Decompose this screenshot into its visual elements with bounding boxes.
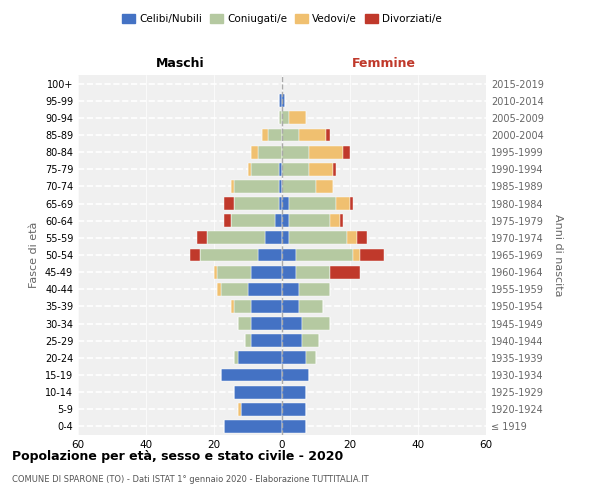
- Bar: [360, 248, 384, 262]
- Bar: [309, 163, 333, 175]
- Bar: [296, 248, 353, 262]
- Bar: [282, 368, 309, 382]
- Bar: [221, 283, 248, 296]
- Bar: [306, 352, 316, 364]
- Bar: [258, 146, 282, 158]
- Bar: [217, 283, 221, 296]
- Bar: [340, 214, 343, 227]
- Bar: [282, 386, 306, 398]
- Bar: [282, 128, 299, 141]
- Bar: [329, 214, 340, 227]
- Bar: [316, 180, 333, 193]
- Bar: [224, 197, 235, 210]
- Bar: [326, 128, 329, 141]
- Bar: [275, 214, 282, 227]
- Bar: [282, 94, 286, 107]
- Bar: [282, 266, 296, 278]
- Bar: [251, 317, 282, 330]
- Bar: [278, 180, 282, 193]
- Bar: [357, 232, 367, 244]
- Bar: [282, 420, 306, 433]
- Bar: [299, 283, 329, 296]
- Text: Popolazione per età, sesso e stato civile - 2020: Popolazione per età, sesso e stato civil…: [12, 450, 343, 463]
- Bar: [289, 197, 337, 210]
- Bar: [231, 300, 235, 313]
- Bar: [282, 283, 299, 296]
- Y-axis label: Anni di nascita: Anni di nascita: [553, 214, 563, 296]
- Bar: [282, 248, 296, 262]
- Bar: [282, 180, 316, 193]
- Text: Maschi: Maschi: [155, 57, 205, 70]
- Bar: [289, 214, 329, 227]
- Bar: [251, 334, 282, 347]
- Bar: [197, 232, 207, 244]
- Bar: [265, 232, 282, 244]
- Bar: [302, 317, 329, 330]
- Bar: [238, 352, 282, 364]
- Bar: [241, 403, 282, 415]
- Bar: [282, 112, 289, 124]
- Bar: [299, 300, 323, 313]
- Bar: [309, 146, 343, 158]
- Bar: [238, 403, 241, 415]
- Bar: [231, 180, 235, 193]
- Bar: [278, 112, 282, 124]
- Bar: [221, 368, 282, 382]
- Bar: [337, 197, 350, 210]
- Bar: [214, 266, 217, 278]
- Bar: [235, 300, 251, 313]
- Bar: [282, 300, 299, 313]
- Bar: [282, 163, 309, 175]
- Bar: [350, 197, 353, 210]
- Bar: [302, 334, 319, 347]
- Bar: [282, 214, 289, 227]
- Bar: [282, 197, 289, 210]
- Text: Femmine: Femmine: [352, 57, 416, 70]
- Bar: [343, 146, 350, 158]
- Bar: [235, 386, 282, 398]
- Bar: [238, 317, 251, 330]
- Text: COMUNE DI SPARONE (TO) - Dati ISTAT 1° gennaio 2020 - Elaborazione TUTTITALIA.IT: COMUNE DI SPARONE (TO) - Dati ISTAT 1° g…: [12, 475, 368, 484]
- Bar: [262, 128, 268, 141]
- Bar: [251, 163, 278, 175]
- Bar: [235, 352, 238, 364]
- Bar: [248, 163, 251, 175]
- Bar: [333, 163, 337, 175]
- Bar: [251, 266, 282, 278]
- Bar: [282, 232, 289, 244]
- Bar: [217, 266, 251, 278]
- Bar: [245, 334, 251, 347]
- Bar: [282, 317, 302, 330]
- Bar: [282, 352, 306, 364]
- Bar: [289, 232, 347, 244]
- Bar: [251, 300, 282, 313]
- Bar: [224, 420, 282, 433]
- Bar: [224, 214, 231, 227]
- Bar: [235, 180, 278, 193]
- Bar: [190, 248, 200, 262]
- Bar: [207, 232, 265, 244]
- Bar: [268, 128, 282, 141]
- Bar: [278, 94, 282, 107]
- Bar: [231, 214, 275, 227]
- Bar: [347, 232, 357, 244]
- Bar: [282, 146, 309, 158]
- Bar: [258, 248, 282, 262]
- Bar: [329, 266, 360, 278]
- Bar: [353, 248, 360, 262]
- Bar: [299, 128, 326, 141]
- Bar: [278, 163, 282, 175]
- Bar: [296, 266, 329, 278]
- Bar: [282, 403, 306, 415]
- Bar: [289, 112, 306, 124]
- Bar: [235, 197, 278, 210]
- Legend: Celibi/Nubili, Coniugati/e, Vedovi/e, Divorziati/e: Celibi/Nubili, Coniugati/e, Vedovi/e, Di…: [118, 10, 446, 29]
- Bar: [282, 334, 302, 347]
- Bar: [251, 146, 258, 158]
- Bar: [278, 197, 282, 210]
- Bar: [200, 248, 258, 262]
- Bar: [248, 283, 282, 296]
- Y-axis label: Fasce di età: Fasce di età: [29, 222, 39, 288]
